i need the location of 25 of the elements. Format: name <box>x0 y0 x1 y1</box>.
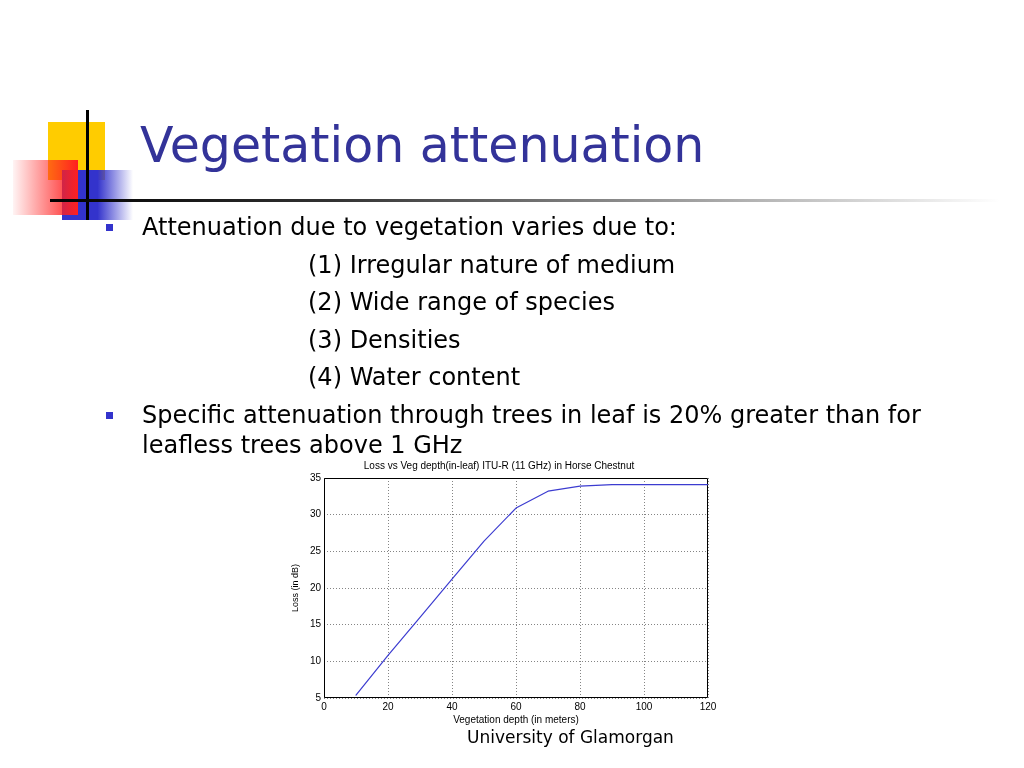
y-tick-label: 35 <box>309 471 322 483</box>
y-tick-label: 20 <box>309 581 322 593</box>
text: (3) Densities <box>308 325 461 355</box>
y-tick-label: 10 <box>309 655 322 667</box>
x-tick-label: 80 <box>574 700 586 712</box>
x-tick-label: 40 <box>446 700 458 712</box>
text: University of Glamorgan <box>467 727 674 747</box>
x-tick-label: 0 <box>321 700 328 712</box>
y-tick-label: 5 <box>315 691 322 703</box>
text: (2) Wide range of species <box>308 287 615 317</box>
x-axis-title: Vegetation depth (in meters) <box>453 713 579 725</box>
y-tick-label: 15 <box>309 618 322 630</box>
x-tick-label: 120 <box>699 700 717 712</box>
y-tick-label: 30 <box>309 508 322 520</box>
text: (1) Irregular nature of medium <box>308 250 676 280</box>
chart-title: Vegetation attenuation <box>140 117 705 174</box>
x-tick-label: 60 <box>510 700 522 712</box>
text: (4) Water content <box>308 362 521 392</box>
x-tick-label: 20 <box>382 700 394 712</box>
text: Specific attenuation through trees in leaf is 20% greater than for leafless trees above 1 GHz <box>142 400 922 460</box>
y-axis-title: Loss (in dB) <box>289 563 300 613</box>
y-tick-label: 25 <box>309 545 322 557</box>
text: Attenuation due to vegetation varies due to: <box>142 212 677 242</box>
x-tick-label: 100 <box>635 700 653 712</box>
chart-subtitle: Loss vs Veg depth(in-leaf) ITU-R (11 GHz) in Horse Chestnut <box>363 459 635 471</box>
